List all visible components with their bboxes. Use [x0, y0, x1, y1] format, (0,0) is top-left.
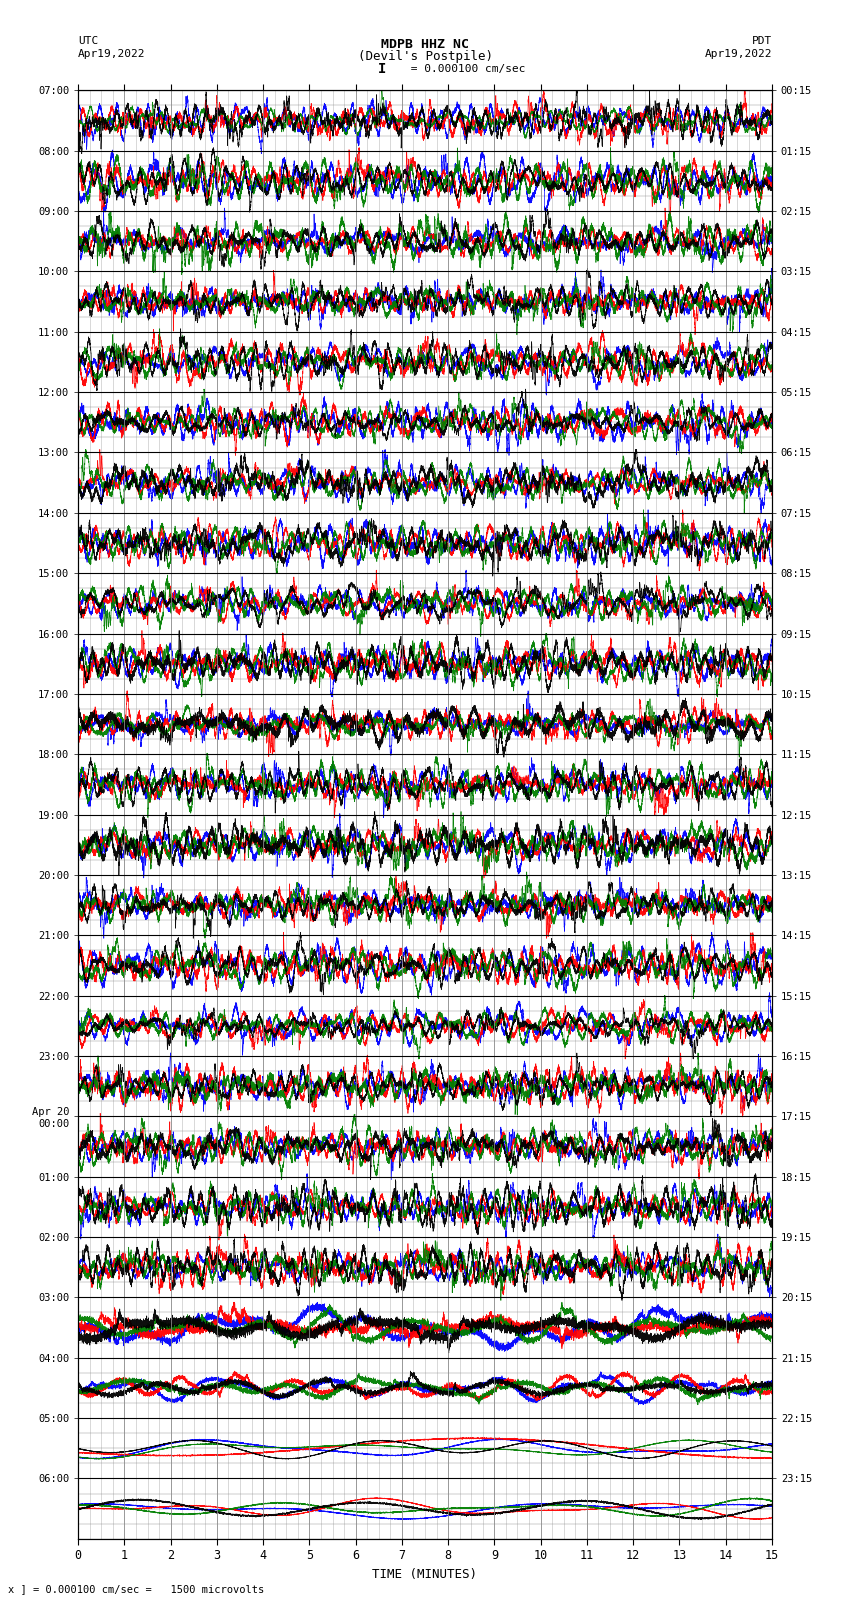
Text: (Devil's Postpile): (Devil's Postpile) [358, 50, 492, 63]
Text: MDPB HHZ NC: MDPB HHZ NC [381, 37, 469, 52]
Text: Apr19,2022: Apr19,2022 [78, 48, 145, 60]
Text: x ] = 0.000100 cm/sec =   1500 microvolts: x ] = 0.000100 cm/sec = 1500 microvolts [8, 1584, 264, 1594]
Text: = 0.000100 cm/sec: = 0.000100 cm/sec [404, 63, 525, 74]
Text: UTC: UTC [78, 35, 99, 47]
Text: I: I [378, 61, 387, 76]
Text: Apr19,2022: Apr19,2022 [705, 48, 772, 60]
Text: PDT: PDT [751, 35, 772, 47]
X-axis label: TIME (MINUTES): TIME (MINUTES) [372, 1568, 478, 1581]
